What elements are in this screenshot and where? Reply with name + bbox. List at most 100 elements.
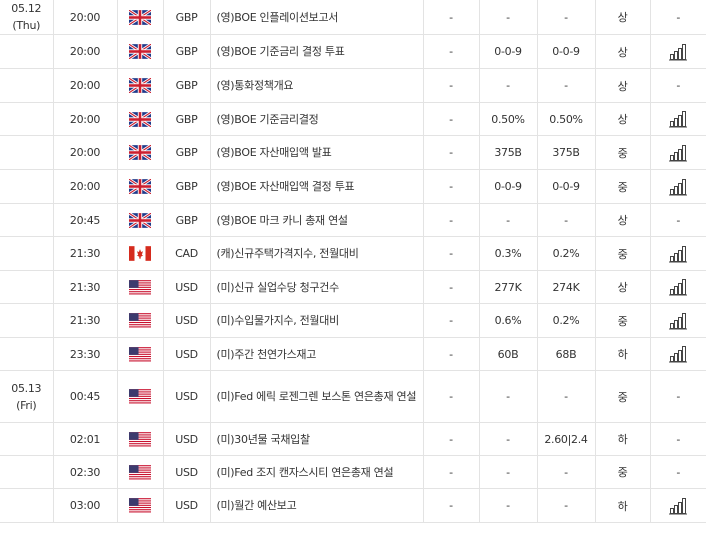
event-name[interactable]: (미)Fed 조지 캔자스시티 연은총재 연설 — [210, 455, 424, 489]
date-cell — [0, 102, 54, 136]
bar-chart-icon[interactable] — [668, 279, 688, 296]
event-name[interactable]: (영)BOE 자산매입액 발표 — [210, 135, 424, 170]
date-text: 05.13 — [11, 381, 42, 395]
us-flag-icon — [129, 389, 151, 404]
date-cell — [0, 34, 54, 69]
time-cell: 20:00 — [53, 34, 118, 69]
time-cell: 00:45 — [53, 370, 118, 423]
previous-cell: 274K — [537, 270, 596, 304]
importance-cell: 중 — [595, 370, 651, 423]
economic-calendar-table: 05.12 (Thu) 20:00 GBP (영)BOE 인플레이션보고서 - -… — [0, 0, 706, 523]
bar-chart-icon[interactable] — [668, 43, 688, 60]
actual-cell: - — [423, 236, 480, 271]
currency-cell: USD — [163, 303, 211, 338]
event-name[interactable]: (미)수입물가지수, 전월대비 — [210, 303, 424, 338]
event-name[interactable]: (영)통화정책개요 — [210, 68, 424, 103]
bar-chart-icon[interactable] — [668, 346, 688, 363]
bar-chart-icon[interactable] — [668, 178, 688, 195]
table-row[interactable]: 05.13 (Fri) 00:45 USD (미)Fed 에릭 로젠그렌 보스톤 … — [0, 370, 706, 423]
table-row[interactable]: 21:30 USD (미)신규 실업수당 청구건수 - 277K 274K 상 — [0, 270, 706, 304]
day-text: (Fri) — [16, 398, 37, 412]
time-cell: 03:00 — [53, 488, 118, 523]
actual-cell: - — [423, 135, 480, 170]
currency-cell: GBP — [163, 68, 211, 103]
currency-cell: GBP — [163, 135, 211, 170]
actual-cell: - — [423, 422, 480, 456]
table-row[interactable]: 20:00 GBP (영)BOE 자산매입액 결정 투표 - 0-0-9 0-0… — [0, 169, 706, 204]
table-row[interactable]: 20:00 GBP (영)BOE 자산매입액 발표 - 375B 375B 중 — [0, 135, 706, 170]
event-name[interactable]: (미)Fed 에릭 로젠그렌 보스톤 연은총재 연설 — [210, 370, 424, 423]
chart-cell — [650, 102, 706, 136]
event-name[interactable]: (미)월간 예산보고 — [210, 488, 424, 523]
previous-cell: - — [537, 203, 596, 237]
date-cell — [0, 455, 54, 489]
table-row[interactable]: 21:30 CAD (캐)신규주택가격지수, 전월대비 - 0.3% 0.2% … — [0, 236, 706, 271]
previous-cell: 0.2% — [537, 303, 596, 338]
forecast-cell: - — [479, 455, 538, 489]
currency-cell: GBP — [163, 102, 211, 136]
table-row[interactable]: 20:00 GBP (영)BOE 기준금리결정 - 0.50% 0.50% 상 — [0, 102, 706, 136]
table-row[interactable]: 20:00 GBP (영)BOE 기준금리 결정 투표 - 0-0-9 0-0-… — [0, 34, 706, 69]
chart-cell — [650, 270, 706, 304]
chart-cell: - — [650, 422, 706, 456]
date-cell — [0, 169, 54, 204]
flag-cell — [117, 135, 164, 170]
chart-cell: - — [650, 455, 706, 489]
event-name[interactable]: (영)BOE 마크 카니 총재 연설 — [210, 203, 424, 237]
previous-cell: 0-0-9 — [537, 34, 596, 69]
flag-cell — [117, 370, 164, 423]
event-name[interactable]: (미)주간 천연가스재고 — [210, 337, 424, 371]
currency-cell: USD — [163, 422, 211, 456]
event-name[interactable]: (영)BOE 기준금리결정 — [210, 102, 424, 136]
date-text: 05.12 — [11, 2, 42, 15]
bar-chart-icon[interactable] — [668, 111, 688, 128]
bar-chart-icon[interactable] — [668, 144, 688, 161]
us-flag-icon — [129, 346, 151, 362]
forecast-cell: - — [479, 68, 538, 103]
event-name[interactable]: (캐)신규주택가격지수, 전월대비 — [210, 236, 424, 271]
time-cell: 21:30 — [53, 236, 118, 271]
forecast-cell: 375B — [479, 135, 538, 170]
date-cell — [0, 203, 54, 237]
actual-cell: - — [423, 303, 480, 338]
bar-chart-icon[interactable] — [668, 497, 688, 514]
table-row[interactable]: 05.12 (Thu) 20:00 GBP (영)BOE 인플레이션보고서 - -… — [0, 0, 706, 35]
actual-cell: - — [423, 34, 480, 69]
bar-chart-icon[interactable] — [668, 312, 688, 329]
forecast-cell: 0-0-9 — [479, 34, 538, 69]
table-row[interactable]: 02:30 USD (미)Fed 조지 캔자스시티 연은총재 연설 - - - … — [0, 455, 706, 489]
event-name[interactable]: (영)BOE 인플레이션보고서 — [210, 0, 424, 35]
event-name[interactable]: (영)BOE 기준금리 결정 투표 — [210, 34, 424, 69]
uk-flag-icon — [129, 179, 151, 194]
forecast-cell: 0.6% — [479, 303, 538, 338]
currency-cell: USD — [163, 270, 211, 304]
time-cell: 21:30 — [53, 303, 118, 338]
forecast-cell: 0-0-9 — [479, 169, 538, 204]
importance-cell: 중 — [595, 455, 651, 489]
previous-cell: 68B — [537, 337, 596, 371]
actual-cell: - — [423, 370, 480, 423]
bar-chart-icon[interactable] — [668, 245, 688, 262]
flag-cell — [117, 102, 164, 136]
canada-flag-icon — [129, 246, 151, 261]
time-cell: 20:45 — [53, 203, 118, 237]
actual-cell: - — [423, 169, 480, 204]
flag-cell — [117, 0, 164, 35]
importance-cell: 하 — [595, 337, 651, 371]
previous-cell: - — [537, 0, 596, 35]
table-row[interactable]: 21:30 USD (미)수입물가지수, 전월대비 - 0.6% 0.2% 중 — [0, 303, 706, 338]
time-cell: 20:00 — [53, 169, 118, 204]
forecast-cell: - — [479, 488, 538, 523]
actual-cell: - — [423, 203, 480, 237]
day-text: (Thu) — [12, 19, 41, 32]
forecast-cell: - — [479, 370, 538, 423]
table-row[interactable]: 20:45 GBP (영)BOE 마크 카니 총재 연설 - - - 상 - — [0, 203, 706, 237]
table-row[interactable]: 20:00 GBP (영)통화정책개요 - - - 상 - — [0, 68, 706, 103]
table-row[interactable]: 03:00 USD (미)월간 예산보고 - - - 하 — [0, 488, 706, 523]
table-row[interactable]: 23:30 USD (미)주간 천연가스재고 - 60B 68B 하 — [0, 337, 706, 371]
event-name[interactable]: (미)신규 실업수당 청구건수 — [210, 270, 424, 304]
event-name[interactable]: (미)30년물 국채입찰 — [210, 422, 424, 456]
table-row[interactable]: 02:01 USD (미)30년물 국채입찰 - - 2.60|2.4 하 - — [0, 422, 706, 456]
event-name[interactable]: (영)BOE 자산매입액 결정 투표 — [210, 169, 424, 204]
us-flag-icon — [129, 464, 151, 480]
